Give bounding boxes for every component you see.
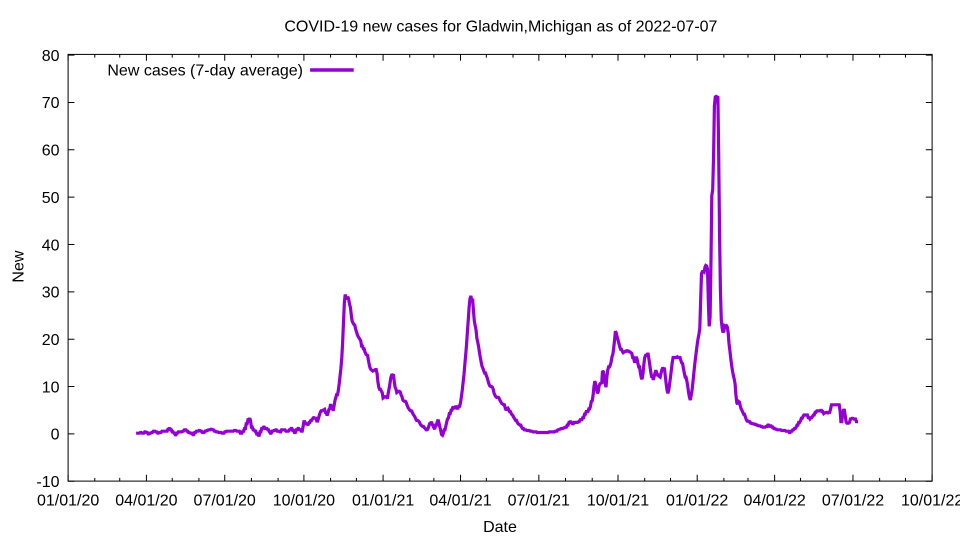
svg-text:-10: -10 <box>36 474 59 491</box>
svg-text:0: 0 <box>51 427 60 444</box>
svg-text:COVID-19 new cases for Gladwin: COVID-19 new cases for Gladwin,Michigan … <box>284 19 717 36</box>
svg-text:60: 60 <box>42 143 60 160</box>
svg-text:10/01/20: 10/01/20 <box>273 493 335 510</box>
svg-text:04/01/20: 04/01/20 <box>115 493 177 510</box>
svg-text:New cases (7-day average): New cases (7-day average) <box>107 63 303 80</box>
svg-text:10/01/21: 10/01/21 <box>587 493 649 510</box>
svg-text:07/01/21: 07/01/21 <box>508 493 570 510</box>
svg-text:01/01/22: 01/01/22 <box>666 493 728 510</box>
svg-text:07/01/20: 07/01/20 <box>194 493 256 510</box>
svg-text:20: 20 <box>42 332 60 349</box>
svg-text:Date: Date <box>483 519 517 536</box>
svg-text:50: 50 <box>42 190 60 207</box>
svg-text:80: 80 <box>42 48 60 65</box>
svg-text:04/01/21: 04/01/21 <box>429 493 491 510</box>
svg-text:01/01/21: 01/01/21 <box>352 493 414 510</box>
svg-text:10: 10 <box>42 379 60 396</box>
svg-text:70: 70 <box>42 95 60 112</box>
svg-text:01/01/20: 01/01/20 <box>37 493 99 510</box>
svg-text:07/01/22: 07/01/22 <box>822 493 884 510</box>
svg-text:40: 40 <box>42 237 60 254</box>
svg-text:30: 30 <box>42 285 60 302</box>
svg-text:04/01/22: 04/01/22 <box>744 493 806 510</box>
svg-text:10/01/22: 10/01/22 <box>901 493 960 510</box>
svg-text:New: New <box>11 250 28 282</box>
